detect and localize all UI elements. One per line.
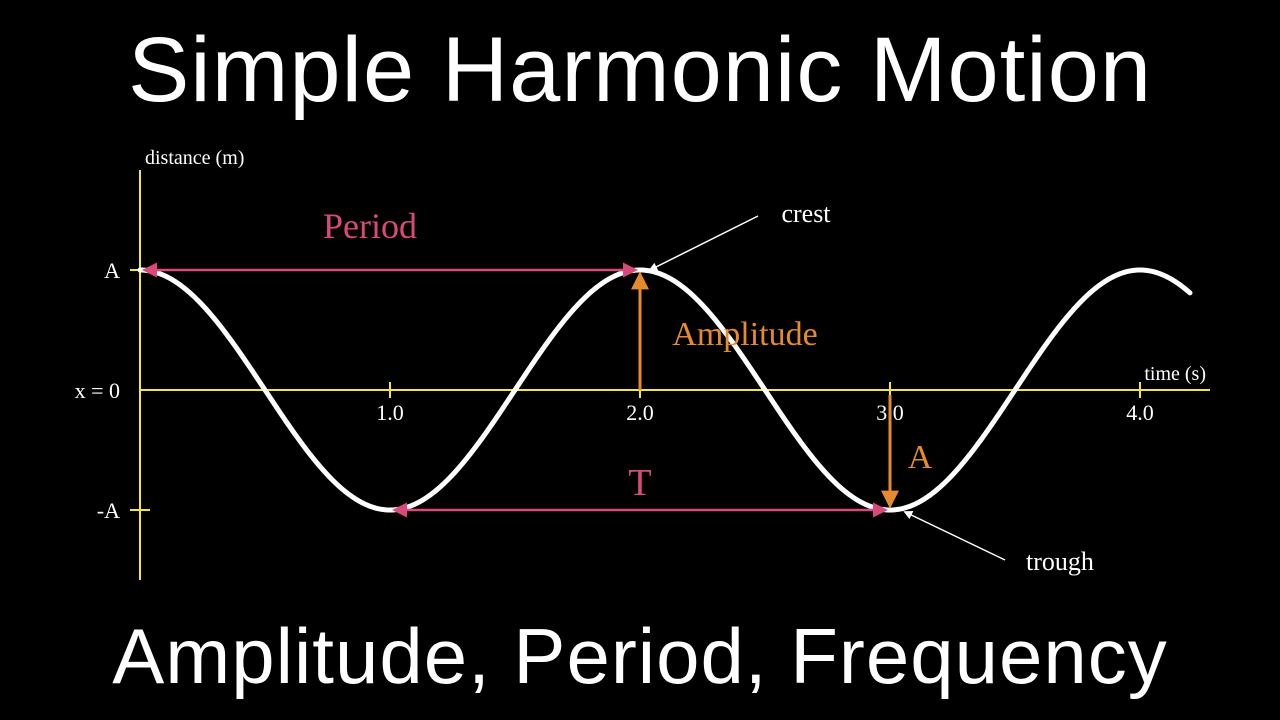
amplitude-bottom-label: A xyxy=(908,439,933,476)
x-tick-label: 1.0 xyxy=(376,400,404,425)
period-bottom-label: T xyxy=(628,462,651,504)
y-tick-label: A xyxy=(104,258,120,283)
y-axis-label: distance (m) xyxy=(145,147,244,169)
crest-label: crest xyxy=(781,199,831,228)
y-tick-label: x = 0 xyxy=(75,378,120,403)
shm-diagram: distance (m)time (s)Ax = 0-A1.02.03.04.0… xyxy=(0,0,1280,720)
trough-pointer xyxy=(905,512,1005,560)
x-tick-label: 2.0 xyxy=(626,400,654,425)
x-tick-label: 4.0 xyxy=(1126,400,1154,425)
trough-label: trough xyxy=(1026,547,1094,576)
y-tick-label: -A xyxy=(97,498,120,523)
x-axis-label: time (s) xyxy=(1144,363,1206,385)
period-top-label: Period xyxy=(323,206,417,246)
crest-pointer xyxy=(650,216,758,270)
amplitude-top-label: Amplitude xyxy=(672,316,817,353)
